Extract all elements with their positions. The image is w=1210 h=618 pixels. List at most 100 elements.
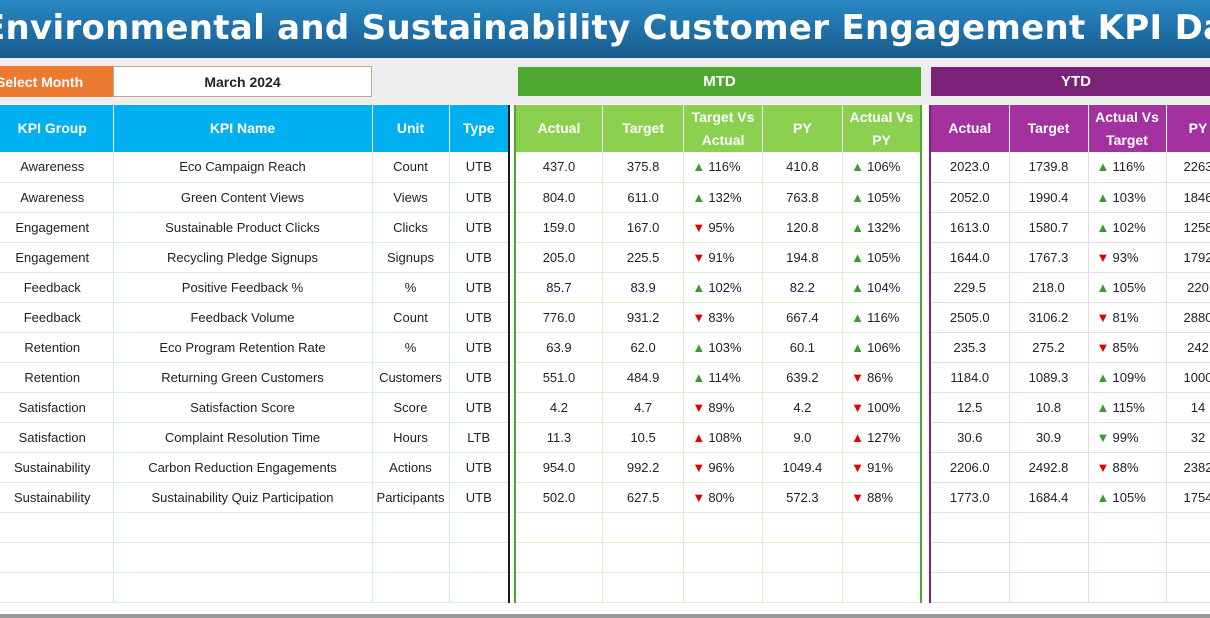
mtd-table: Actual Target Target Vs Actual PY Actual …: [514, 105, 922, 603]
table-row: [0, 572, 510, 603]
table-row: 159.0 167.0 ▼ 95% 120.8 ▲ 132%: [515, 212, 922, 243]
ytd-actual-cell: 1613.0: [930, 212, 1010, 243]
percent-value: 95%: [708, 219, 735, 235]
kpi-group-cell: [0, 572, 114, 603]
ytd-col-py: PY: [1166, 105, 1210, 152]
percent-value: 132%: [867, 219, 901, 235]
ytd-target-cell: 1990.4: [1009, 182, 1089, 213]
trend-arrow-icon: ▼: [692, 399, 706, 415]
mtd-actual-cell: 63.9: [515, 332, 603, 363]
mtd-target-cell: 83.9: [602, 272, 685, 303]
percent-value: 105%: [867, 249, 901, 265]
ytd-py-cell: 2263: [1166, 152, 1210, 183]
trend-arrow-icon: ▲: [1096, 189, 1110, 205]
mtd-py-cell: 1049.4: [762, 452, 844, 483]
mtd-target-vs-actual-cell: ▲ 102%: [683, 272, 763, 303]
type-cell: UTB: [449, 332, 510, 363]
table-row: 502.0 627.5 ▼ 80% 572.3 ▼ 88%: [515, 482, 922, 513]
unit-cell: Signups: [372, 242, 450, 273]
table-row: Awareness Green Content Views Views UTB: [0, 182, 510, 213]
ytd-actual-vs-target-cell: ▼ 93%: [1088, 242, 1167, 273]
trend-arrow-icon: ▲: [692, 189, 706, 205]
type-cell: UTB: [449, 392, 510, 423]
kpi-info-table: KPI Group KPI Name Unit Type Awareness Ec…: [0, 105, 510, 603]
mtd-target-cell: 62.0: [602, 332, 685, 363]
trend-arrow-icon: ▼: [1096, 309, 1110, 325]
mtd-target-cell: [602, 512, 685, 543]
percent-value: 105%: [1112, 279, 1146, 295]
ytd-actual-cell: [930, 572, 1010, 603]
mtd-target-vs-actual-cell: [683, 512, 763, 543]
ytd-py-cell: 2880: [1166, 302, 1210, 333]
unit-cell: %: [372, 272, 450, 303]
percent-value: 100%: [867, 399, 901, 415]
ytd-py-cell: [1166, 572, 1210, 603]
table-row: [515, 572, 922, 603]
mtd-actual-cell: 4.2: [515, 392, 603, 423]
ytd-actual-cell: 12.5: [930, 392, 1010, 423]
table-row: [0, 542, 510, 573]
trend-arrow-icon: ▲: [851, 249, 864, 265]
table-row: 11.3 10.5 ▲ 108% 9.0 ▲ 127%: [515, 422, 922, 453]
ytd-actual-vs-target-cell: ▼ 81%: [1088, 302, 1167, 333]
mtd-target-vs-actual-cell: ▼ 80%: [683, 482, 763, 513]
ytd-col-actual: Actual: [930, 105, 1010, 152]
trend-arrow-icon: ▼: [692, 459, 706, 475]
ytd-actual-cell: 235.3: [930, 332, 1010, 363]
trend-arrow-icon: ▲: [851, 279, 864, 295]
percent-value: 89%: [708, 399, 735, 415]
mtd-actual-vs-py-cell: ▼ 91%: [842, 452, 922, 483]
type-cell: UTB: [449, 242, 510, 273]
percent-value: 115%: [1112, 399, 1145, 415]
unit-cell: Hours: [372, 422, 450, 453]
ytd-col-target: Target: [1009, 105, 1089, 152]
ytd-target-cell: 30.9: [1009, 422, 1089, 453]
table-row: 1773.0 1684.4 ▲ 105% 1754: [930, 482, 1210, 513]
ytd-py-cell: [1166, 542, 1210, 573]
ytd-actual-cell: 30.6: [930, 422, 1010, 453]
mtd-target-cell: 167.0: [602, 212, 685, 243]
table-row: [515, 542, 922, 573]
table-row: 235.3 275.2 ▼ 85% 242: [930, 332, 1210, 363]
mtd-py-cell: 763.8: [762, 182, 844, 213]
mtd-target-vs-actual-cell: ▼ 96%: [683, 452, 763, 483]
ytd-actual-cell: 2505.0: [930, 302, 1010, 333]
percent-value: 91%: [708, 249, 735, 265]
ytd-actual-vs-target-cell: ▼ 88%: [1088, 452, 1167, 483]
ytd-target-cell: 1739.8: [1009, 152, 1089, 183]
kpi-name-cell: [113, 542, 373, 573]
percent-value: 116%: [1112, 159, 1145, 175]
select-month-label: Select Month: [0, 66, 113, 97]
ytd-target-cell: 3106.2: [1009, 302, 1089, 333]
mtd-target-cell: 10.5: [602, 422, 685, 453]
mtd-target-cell: 931.2: [602, 302, 685, 333]
mtd-actual-cell: 551.0: [515, 362, 603, 393]
ytd-actual-vs-target-cell: ▲ 116%: [1088, 152, 1167, 183]
month-dropdown[interactable]: March 2024: [113, 66, 372, 97]
unit-cell: Participants: [372, 482, 450, 513]
percent-value: 80%: [708, 489, 735, 505]
table-row: 1644.0 1767.3 ▼ 93% 1792: [930, 242, 1210, 273]
table-row: Retention Returning Green Customers Custom…: [0, 362, 510, 393]
col-type: Type: [449, 105, 510, 152]
mtd-target-vs-actual-cell: ▼ 95%: [683, 212, 763, 243]
percent-value: 81%: [1112, 309, 1139, 325]
percent-value: 93%: [1112, 249, 1139, 265]
table-row: Engagement Recycling Pledge Signups Signup…: [0, 242, 510, 273]
kpi-group-cell: Sustainability: [0, 482, 114, 513]
ytd-target-cell: [1009, 542, 1089, 573]
dashboard-title: Environmental and Sustainability Custome…: [0, 8, 1210, 48]
kpi-group-cell: Awareness: [0, 152, 114, 183]
type-cell: UTB: [449, 212, 510, 243]
ytd-target-cell: 1684.4: [1009, 482, 1089, 513]
ytd-py-cell: 1754: [1166, 482, 1210, 513]
trend-arrow-icon: ▼: [692, 489, 706, 505]
mtd-actual-cell: [515, 572, 603, 603]
ytd-target-cell: 10.8: [1009, 392, 1089, 423]
mtd-actual-vs-py-cell: ▲ 106%: [842, 152, 922, 183]
ytd-actual-cell: [930, 542, 1010, 573]
percent-value: 102%: [708, 279, 742, 295]
kpi-name-cell: Eco Campaign Reach: [113, 152, 373, 183]
ytd-actual-vs-target-cell: ▲ 109%: [1088, 362, 1167, 393]
mtd-col-target: Target: [602, 105, 685, 152]
